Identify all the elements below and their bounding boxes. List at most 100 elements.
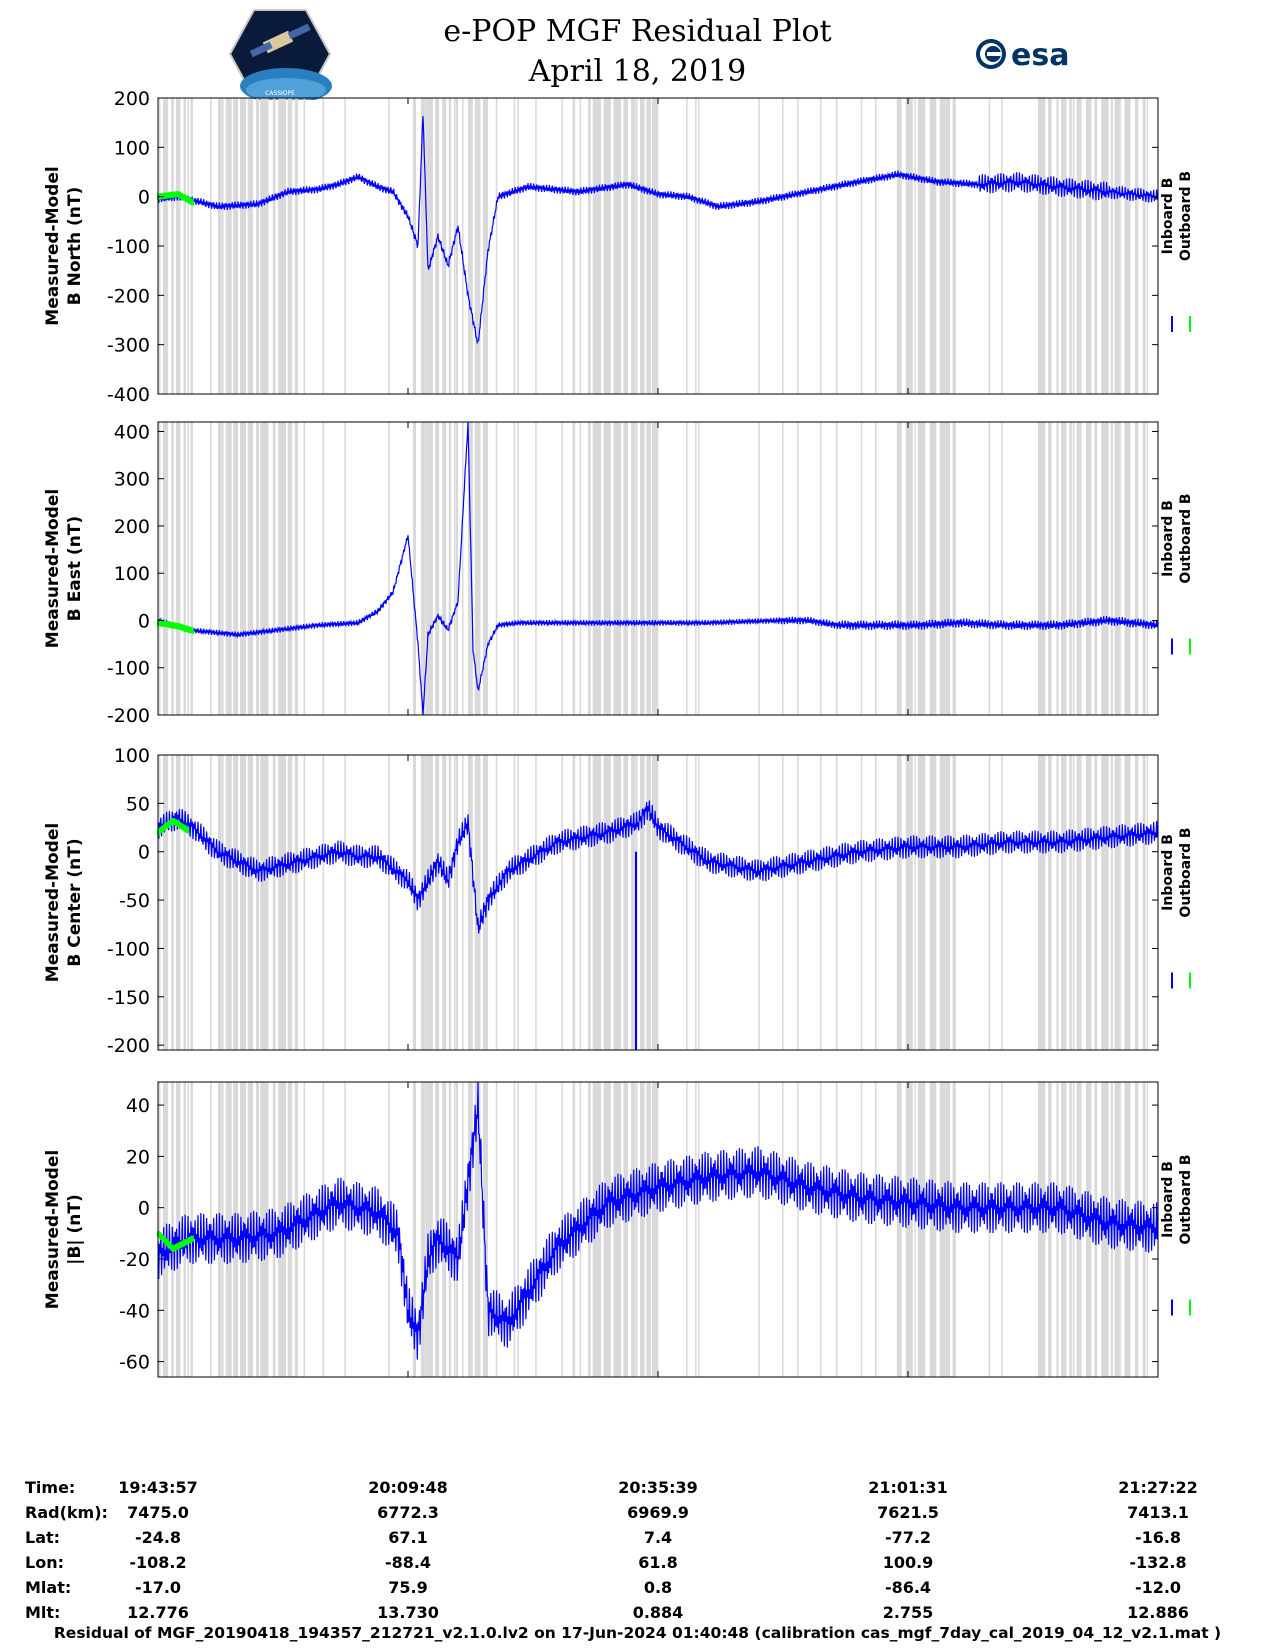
data-gap-band — [1060, 98, 1067, 394]
data-gap-band — [474, 1082, 481, 1377]
data-gap-band — [573, 422, 576, 715]
data-gap-band — [929, 1082, 937, 1377]
data-gap-band — [797, 1082, 799, 1377]
ephemeris-value: 21:27:22 — [1118, 1478, 1198, 1497]
data-gap-band — [636, 422, 638, 715]
data-gap-band — [171, 755, 174, 1050]
ephemeris-value: 6772.3 — [377, 1503, 439, 1522]
data-gap-band — [646, 755, 648, 1050]
data-gap-band — [1124, 98, 1131, 394]
data-gap-band — [1076, 98, 1082, 394]
data-gap-band — [425, 1082, 428, 1377]
y-tick-label: 50 — [126, 793, 150, 815]
ephemeris-value: 67.1 — [388, 1528, 428, 1547]
data-gap-band — [1124, 755, 1131, 1050]
data-gap-band — [561, 98, 563, 394]
data-gap-band — [1094, 422, 1098, 715]
data-gap-band — [344, 98, 346, 394]
data-gap-band — [240, 422, 247, 715]
data-gap-band — [1101, 422, 1109, 715]
data-gap-band — [278, 755, 286, 1050]
legend-inboard: Inboard B — [1160, 834, 1176, 911]
data-gap-band — [653, 98, 658, 394]
data-gap-band — [1094, 98, 1098, 394]
data-gap-band — [468, 755, 473, 1050]
ephemeris-value: -17.0 — [134, 1578, 182, 1597]
series-inboard-b — [157, 1081, 1159, 1360]
data-gap-band — [210, 755, 212, 1050]
data-gap-band — [244, 98, 246, 394]
data-gap-band — [588, 755, 591, 1050]
ephemeris-row-mlt: Mlt: 12.776 13.730 0.884 2.755 12.886 — [0, 1603, 1275, 1627]
data-gap-band — [303, 422, 306, 715]
data-gap-band — [295, 98, 298, 394]
data-gap-band — [945, 755, 947, 1050]
legend: Inboard B Outboard B — [1160, 493, 1194, 583]
data-gap-band — [225, 422, 232, 715]
data-gap-band — [190, 98, 193, 394]
data-gap-band — [344, 1082, 346, 1377]
data-gap-band — [190, 755, 193, 1050]
data-gap-band — [646, 1082, 648, 1377]
data-gap-band — [988, 98, 991, 394]
y-axis-label: Measured-Model B North (nT) — [43, 166, 85, 325]
data-gap-band — [697, 98, 700, 394]
data-gap-band — [623, 422, 629, 715]
data-gap-band — [226, 422, 228, 715]
y-tick-label: 20 — [126, 1146, 150, 1168]
data-gap-band — [782, 755, 784, 1050]
data-gap-band — [454, 98, 456, 394]
y-axis-label-line1: Measured-Model — [43, 823, 63, 982]
data-gap-band — [420, 98, 426, 394]
data-gap-band — [267, 98, 269, 394]
plot-date: April 18, 2019 — [528, 54, 747, 89]
data-gap-band — [656, 422, 659, 715]
data-gap-band — [163, 755, 168, 1050]
ephemeris-value: 7.4 — [643, 1528, 673, 1547]
data-gap-band — [623, 1082, 629, 1377]
data-gap-band — [917, 755, 926, 1050]
data-gap-band — [1039, 422, 1041, 715]
data-gap-band — [322, 1082, 325, 1377]
data-gap-band — [697, 755, 700, 1050]
esa-logo: esa — [976, 38, 1069, 73]
data-gap-band — [322, 755, 325, 1050]
data-gap-band — [655, 755, 658, 1050]
data-gap-band — [535, 98, 537, 394]
y-tick-label: -40 — [119, 1300, 150, 1322]
data-gap-band — [454, 755, 456, 1050]
data-gap-band — [287, 755, 293, 1050]
data-gap-band — [420, 422, 426, 715]
data-gap-band — [535, 1082, 537, 1377]
data-gap-band — [1048, 1082, 1052, 1377]
data-gap-band — [948, 755, 951, 1050]
data-gap-band — [442, 98, 447, 394]
panel-3: 100 50 0 -50 -100 -150 -200 Measured-Model B Cen… — [43, 745, 1194, 1057]
data-gap-band — [166, 422, 168, 715]
ephemeris-value: 2.755 — [882, 1603, 934, 1622]
data-gap-band — [240, 422, 243, 715]
y-tick-label: 40 — [126, 1095, 150, 1117]
data-gap-band — [474, 98, 481, 394]
data-gap-band — [187, 98, 190, 394]
y-tick-label: -20 — [119, 1249, 150, 1271]
legend-inboard: Inboard B — [1160, 500, 1176, 577]
esa-logo-text: esa — [1011, 38, 1069, 73]
data-gap-band — [896, 422, 899, 715]
ephemeris-value: 61.8 — [638, 1553, 678, 1572]
data-gap-band — [425, 422, 428, 715]
data-gap-band — [609, 755, 611, 1050]
y-tick-label: 0 — [138, 610, 150, 632]
ephemeris-value: -86.4 — [884, 1578, 932, 1597]
data-gap-band — [272, 1082, 276, 1377]
data-gap-band — [561, 755, 563, 1050]
data-gap-band — [652, 98, 654, 394]
data-gap-band — [1125, 1082, 1127, 1377]
data-gap-band — [295, 755, 298, 1050]
data-gap-band — [272, 755, 276, 1050]
data-gap-band — [278, 422, 280, 715]
data-gap-band — [598, 755, 602, 1050]
data-gap-band — [631, 1082, 636, 1377]
data-gap-band — [1069, 1082, 1072, 1377]
data-gap-band — [640, 1082, 645, 1377]
